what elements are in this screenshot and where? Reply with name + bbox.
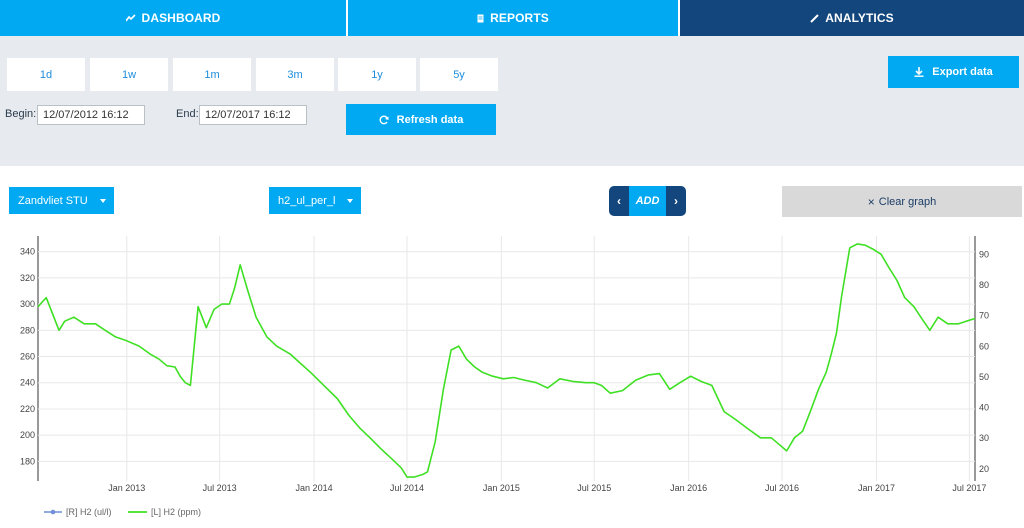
y-right-tick-label: 20	[979, 464, 989, 474]
chevron-right-icon: ›	[674, 194, 678, 208]
h2-timeseries-chart: Jan 2013 Jul 2013 Jan 2014 Jul 2014 Jan 2015…	[20, 236, 989, 517]
clear-graph-button[interactable]: × Clear graph	[782, 186, 1022, 217]
y-right-tick-label: 30	[979, 433, 989, 443]
x-tick-label: Jul 2014	[390, 483, 424, 493]
y-left-tick-label: 200	[20, 430, 35, 440]
x-tick-label: Jul 2017	[952, 483, 986, 493]
y-left-tick-label: 320	[20, 273, 35, 283]
download-icon	[914, 67, 924, 77]
refresh-data-button[interactable]: Refresh data	[346, 104, 496, 135]
tab-reports[interactable]: REPORTS	[348, 0, 680, 36]
y-left-tick-label: 220	[20, 404, 35, 414]
y-left-tick-label: 340	[20, 247, 35, 257]
chevron-left-icon: ‹	[617, 194, 621, 208]
y-right-tick-label: 40	[979, 403, 989, 413]
next-button[interactable]: ›	[666, 186, 686, 216]
pencil-icon	[810, 13, 819, 23]
x-tick-label: Jan 2014	[296, 483, 333, 493]
tab-label: ANALYTICS	[825, 11, 894, 25]
station-select-value: Zandvliet STU	[18, 194, 88, 207]
begin-date-input[interactable]	[37, 105, 145, 125]
legend-marker-r	[50, 509, 56, 515]
tab-label: DASHBOARD	[141, 11, 221, 25]
tab-label: REPORTS	[490, 11, 549, 25]
close-icon: ×	[867, 194, 875, 209]
y-right-tick-label: 60	[979, 341, 989, 351]
end-label: End:	[176, 108, 199, 120]
x-tick-label: Jul 2016	[765, 483, 799, 493]
y-left-tick-label: 180	[20, 456, 35, 466]
x-tick-label: Jan 2015	[483, 483, 520, 493]
legend-label-l: [L] H2 (ppm)	[151, 507, 201, 517]
tab-dashboard[interactable]: DASHBOARD	[0, 0, 348, 36]
x-tick-label: Jul 2013	[203, 483, 237, 493]
parameter-select-value: h2_ul_per_l	[278, 194, 336, 207]
y-left-tick-label: 260	[20, 352, 35, 362]
y-right-tick-label: 70	[979, 311, 989, 321]
parameter-select[interactable]: h2_ul_per_l	[269, 187, 361, 214]
export-label: Export data	[932, 66, 993, 78]
add-button[interactable]: ADD	[629, 186, 666, 216]
range-1w-button[interactable]: 1w	[90, 58, 168, 91]
y-right-tick-label: 90	[979, 249, 989, 259]
series-line-1	[37, 243, 976, 478]
chart-ticks: Jan 2013 Jul 2013 Jan 2014 Jul 2014 Jan 2015…	[20, 247, 989, 493]
x-tick-label: Jan 2017	[858, 483, 895, 493]
chart-legend: [R] H2 (ul/l) [L] H2 (ppm)	[44, 507, 201, 517]
refresh-icon	[379, 115, 389, 125]
legend-label-r: [R] H2 (ul/l)	[66, 507, 112, 517]
y-left-tick-label: 300	[20, 299, 35, 309]
chart-grid	[37, 236, 976, 481]
range-1d-button[interactable]: 1d	[7, 58, 85, 91]
file-icon	[477, 14, 484, 23]
x-tick-label: Jan 2013	[108, 483, 145, 493]
top-nav: DASHBOARD REPORTS ANALYTICS	[0, 0, 1024, 43]
range-1m-button[interactable]: 1m	[173, 58, 251, 91]
tab-analytics[interactable]: ANALYTICS	[680, 0, 1024, 43]
station-select[interactable]: Zandvliet STU	[9, 187, 114, 214]
begin-label: Begin:	[5, 108, 37, 120]
y-left-tick-label: 280	[20, 325, 35, 335]
y-right-tick-label: 80	[979, 280, 989, 290]
chevron-down-icon	[100, 199, 106, 203]
add-series-group: ‹ ADD ›	[609, 186, 686, 216]
x-tick-label: Jul 2015	[577, 483, 611, 493]
chart-lines	[37, 243, 976, 478]
control-panel: 1d 1w 1m 3m 1y 5y Begin: End: Refresh da…	[0, 36, 1024, 166]
line-chart-icon	[125, 14, 136, 22]
refresh-label: Refresh data	[396, 113, 464, 126]
previous-button[interactable]: ‹	[609, 186, 629, 216]
export-data-button[interactable]: Export data	[888, 56, 1019, 88]
x-tick-label: Jan 2016	[670, 483, 707, 493]
range-1y-button[interactable]: 1y	[338, 58, 416, 91]
end-date-input[interactable]	[199, 105, 307, 125]
y-left-tick-label: 240	[20, 378, 35, 388]
range-5y-button[interactable]: 5y	[420, 58, 498, 91]
y-right-tick-label: 50	[979, 372, 989, 382]
clear-graph-label: Clear graph	[878, 195, 937, 208]
chevron-down-icon	[347, 199, 353, 203]
range-3m-button[interactable]: 3m	[256, 58, 334, 91]
